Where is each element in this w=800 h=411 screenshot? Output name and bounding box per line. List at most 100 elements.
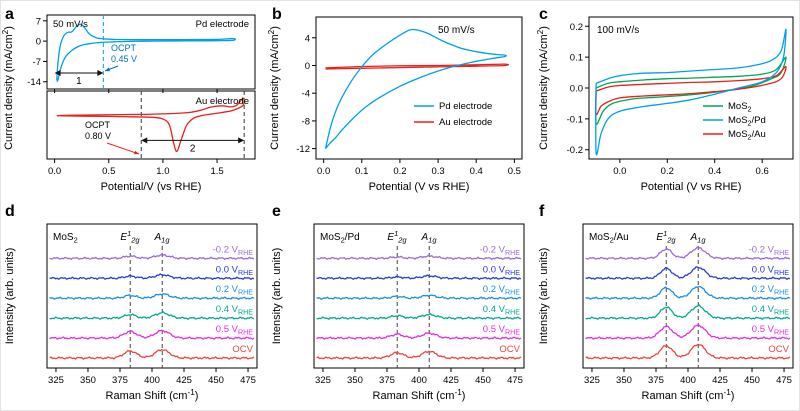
svg-text:c: c	[539, 6, 548, 23]
svg-text:0.2: 0.2	[661, 166, 674, 177]
svg-text:2: 2	[190, 143, 196, 154]
svg-text:450: 450	[475, 375, 491, 386]
svg-text:0.45 V: 0.45 V	[111, 54, 137, 64]
svg-text:0.0: 0.0	[613, 166, 626, 177]
svg-text:0.80 V: 0.80 V	[85, 131, 111, 141]
svg-text:Current density (mA/cm2): Current density (mA/cm2)	[1, 26, 15, 150]
svg-text:0.5 VRHE: 0.5 VRHE	[752, 324, 789, 337]
svg-text:0.2 VRHE: 0.2 VRHE	[483, 284, 520, 297]
svg-text:325: 325	[48, 375, 64, 386]
svg-text:350: 350	[347, 375, 363, 386]
panel-d-raman-mos2-chart: 325 350 375 400 425 450 475 -0.2 VRHE 0.0 VRHE 0.…	[4, 203, 258, 402]
svg-text:0: 0	[36, 37, 41, 48]
svg-text:E12g: E12g	[120, 229, 140, 245]
svg-text:475: 475	[507, 375, 523, 386]
svg-text:-4: -4	[302, 89, 310, 100]
svg-text:f: f	[539, 203, 545, 220]
svg-text:475: 475	[240, 375, 256, 386]
svg-text:0.4 VRHE: 0.4 VRHE	[483, 304, 520, 317]
svg-text:Potential/V (vs RHE): Potential/V (vs RHE)	[101, 181, 202, 193]
svg-text:400: 400	[411, 375, 427, 386]
svg-text:375: 375	[379, 375, 395, 386]
svg-text:425: 425	[443, 375, 459, 386]
svg-text:Raman Shift (cm-1): Raman Shift (cm-1)	[106, 388, 199, 402]
svg-text:7: 7	[36, 16, 41, 27]
svg-text:0.6: 0.6	[756, 166, 769, 177]
svg-text:e: e	[272, 203, 281, 220]
svg-text:OCV: OCV	[232, 344, 253, 355]
svg-text:A1g: A1g	[420, 232, 437, 245]
svg-text:-0.2 VRHE: -0.2 VRHE	[213, 244, 254, 257]
svg-text:Intensity (arb. units): Intensity (arb. units)	[4, 248, 16, 345]
svg-text:0.2 VRHE: 0.2 VRHE	[752, 284, 789, 297]
svg-text:Intensity (arb. units): Intensity (arb. units)	[271, 248, 283, 345]
svg-text:375: 375	[648, 375, 664, 386]
svg-text:-7: -7	[33, 57, 41, 68]
svg-text:MoS2/Au: MoS2/Au	[728, 129, 766, 142]
svg-text:0.0: 0.0	[570, 84, 583, 95]
panel-f-raman-mos2-au-chart: 325 350 375 400 425 450 475 -0.2 VRHE 0.0 VRHE 0.…	[538, 203, 794, 402]
svg-text:1.5: 1.5	[210, 166, 223, 177]
svg-text:50 mV/s: 50 mV/s	[53, 19, 88, 30]
svg-text:1: 1	[76, 76, 82, 87]
svg-text:MoS2: MoS2	[53, 232, 78, 245]
svg-text:0.4 VRHE: 0.4 VRHE	[216, 304, 253, 317]
svg-text:0.1: 0.1	[355, 166, 368, 177]
svg-text:a: a	[5, 6, 14, 23]
svg-text:0.0 VRHE: 0.0 VRHE	[216, 264, 253, 277]
svg-text:325: 325	[315, 375, 331, 386]
svg-text:0.5: 0.5	[102, 166, 115, 177]
svg-text:Intensity (arb. units): Intensity (arb. units)	[538, 248, 550, 345]
svg-text:-0.1: -0.1	[567, 114, 583, 125]
svg-text:0.2: 0.2	[570, 22, 583, 33]
svg-text:425: 425	[712, 375, 728, 386]
svg-text:0.5 VRHE: 0.5 VRHE	[216, 324, 253, 337]
svg-text:0.2 VRHE: 0.2 VRHE	[216, 284, 253, 297]
svg-text:MoS2/Pd: MoS2/Pd	[728, 115, 766, 128]
svg-text:0.5 VRHE: 0.5 VRHE	[483, 324, 520, 337]
svg-text:Potential (V vs RHE): Potential (V vs RHE)	[641, 181, 742, 193]
panel-c-mos2-cv-chart: 0.0 0.2 0.4 0.6 -0.2 -0.1 0.0 0.1 0.2 100 mV/s MoS…	[536, 6, 794, 193]
svg-text:-8: -8	[302, 116, 310, 127]
svg-text:0.3: 0.3	[431, 166, 444, 177]
svg-text:1.0: 1.0	[156, 166, 169, 177]
svg-text:OCPT: OCPT	[85, 120, 111, 130]
svg-text:0.2: 0.2	[393, 166, 406, 177]
svg-text:E12g: E12g	[656, 229, 676, 245]
svg-text:0: 0	[305, 61, 310, 72]
svg-text:0.4: 0.4	[470, 166, 483, 177]
svg-text:50 mV/s: 50 mV/s	[438, 25, 475, 36]
svg-text:400: 400	[144, 375, 160, 386]
svg-text:0.4: 0.4	[708, 166, 721, 177]
svg-text:Au electrode: Au electrode	[196, 96, 249, 107]
panel-e-raman-mos2-pd-chart: 325 350 375 400 425 450 475 -0.2 VRHE 0.0 VRHE 0.…	[271, 203, 525, 402]
svg-text:100 mV/s: 100 mV/s	[597, 25, 639, 36]
svg-text:Current density (mA/cm2): Current density (mA/cm2)	[268, 26, 281, 150]
svg-text:0.0: 0.0	[48, 166, 61, 177]
svg-text:Au electrode: Au electrode	[439, 117, 492, 128]
svg-text:0.0 VRHE: 0.0 VRHE	[752, 264, 789, 277]
svg-text:A1g: A1g	[689, 232, 706, 245]
svg-text:-14: -14	[27, 77, 41, 88]
svg-text:0.1: 0.1	[570, 53, 583, 64]
svg-text:375: 375	[112, 375, 128, 386]
svg-text:A1g: A1g	[153, 232, 170, 245]
svg-text:475: 475	[776, 375, 792, 386]
svg-text:Potential (V vs RHE): Potential (V vs RHE)	[369, 181, 470, 193]
svg-text:OCPT: OCPT	[111, 43, 137, 53]
panel-b-pd-vs-au-cv-chart: 0.0 0.1 0.2 0.3 0.4 0.5 4 0 -4 -8 -12 50 mV/s Pd ele…	[268, 6, 523, 193]
svg-text:MoS2/Pd: MoS2/Pd	[320, 232, 360, 245]
svg-text:-12: -12	[296, 144, 310, 155]
svg-text:OCV: OCV	[768, 344, 789, 355]
svg-text:425: 425	[176, 375, 192, 386]
svg-text:-0.2: -0.2	[567, 145, 583, 156]
svg-text:400: 400	[680, 375, 696, 386]
svg-text:-0.2 VRHE: -0.2 VRHE	[480, 244, 521, 257]
svg-text:-0.2 VRHE: -0.2 VRHE	[749, 244, 790, 257]
svg-text:Raman Shift (cm-1): Raman Shift (cm-1)	[373, 388, 466, 402]
svg-text:OCV: OCV	[499, 344, 520, 355]
svg-text:Pd electrode: Pd electrode	[439, 101, 492, 112]
svg-text:Raman Shift (cm-1): Raman Shift (cm-1)	[642, 388, 735, 402]
